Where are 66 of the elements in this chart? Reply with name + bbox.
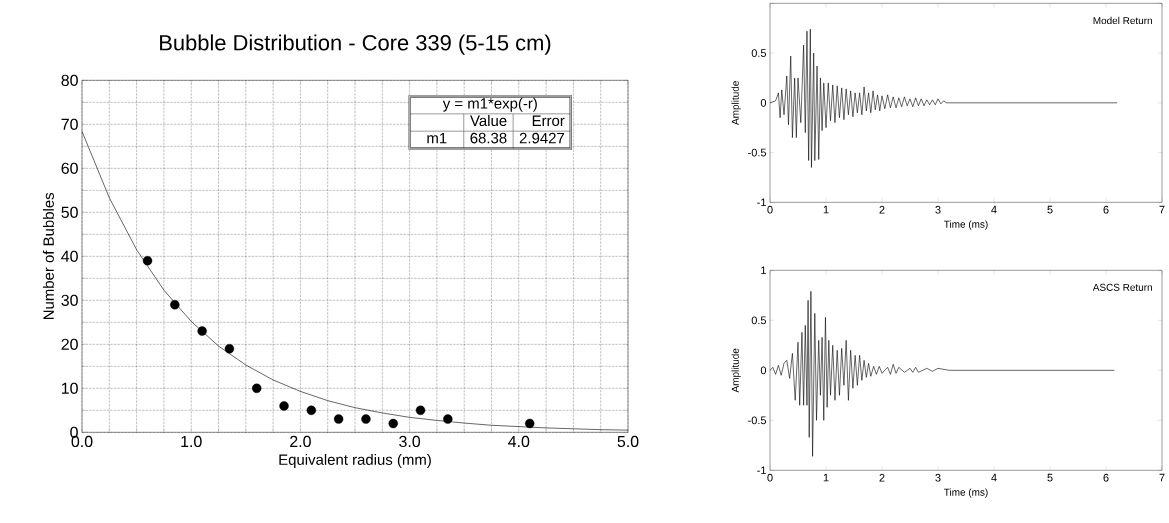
annotation: m1 (427, 132, 447, 144)
x-tick-label: 6 (1103, 205, 1109, 214)
chart-title: Bubble Distribution - Core 339 (5-15 cm) (160, 34, 551, 55)
x-tick-label: 0 (767, 473, 773, 482)
y-tick-label: 1 (761, 266, 766, 274)
y-tick-label: 30 (61, 294, 78, 306)
x-tick-label: 1 (823, 205, 829, 214)
annotation: Value (470, 114, 507, 126)
y-tick-label: 0.5 (751, 49, 767, 57)
x-tick-label: 5 (1047, 205, 1053, 214)
x-tick-label: 0 (767, 205, 773, 214)
point (224, 343, 235, 354)
x-tick-label: 4.0 (508, 435, 530, 447)
x-tick-label: 5 (1047, 473, 1053, 482)
y-tick-label: 40 (61, 250, 78, 262)
x-tick-label: 2 (879, 473, 885, 482)
y-axis-title: Number of Bubbles (42, 192, 54, 319)
x-tick-label: 4 (991, 205, 997, 214)
x-tick-label: 2 (879, 205, 885, 214)
point (252, 383, 262, 393)
y-tick-label: 70 (61, 118, 78, 130)
x-tick-label: 1 (823, 473, 829, 482)
point (333, 414, 344, 424)
x-tick-label: 1.0 (181, 435, 202, 447)
x-axis-title: Equivalent radius (mm) (279, 453, 431, 468)
annotation: y = m1*exp(-r) (442, 97, 537, 112)
y-tick-label: 50 (61, 206, 78, 218)
point (443, 414, 453, 424)
y-tick-label: -0.5 (748, 416, 767, 425)
y-axis-title: Amplitude (731, 80, 741, 125)
x-axis-title: Time (ms) (944, 488, 988, 498)
x-tick-label: 3 (935, 205, 941, 214)
point (197, 326, 207, 336)
annotation: Error (532, 115, 565, 126)
y-tick-label: 0.5 (751, 316, 767, 325)
y-tick-label: 80 (61, 74, 78, 86)
x-tick-label: 6 (1103, 473, 1109, 482)
annotation: Model Return (1093, 16, 1152, 24)
y-tick-label: 0 (760, 98, 767, 107)
point (525, 418, 535, 429)
y-tick-label: 0 (760, 366, 767, 375)
y-tick-label: -1 (757, 466, 766, 474)
point (415, 405, 426, 415)
annotation: ASCS Return (1092, 283, 1152, 291)
x-tick-label: 7 (1159, 473, 1165, 482)
y-tick-label: -1 (757, 198, 766, 206)
annotation: 2.9427 (519, 132, 565, 144)
point (388, 418, 398, 429)
point (170, 299, 180, 310)
x-tick-label: 3 (935, 473, 941, 482)
x-tick-label: 3.0 (399, 435, 421, 447)
point (279, 401, 289, 411)
annotation: 68.38 (470, 132, 507, 144)
x-tick-label: 4 (991, 473, 997, 482)
x-tick-label: 5.0 (617, 435, 639, 447)
y-tick-label: 60 (61, 162, 78, 174)
y-axis-title: Amplitude (731, 348, 741, 393)
x-axis-title: Time (ms) (944, 220, 988, 230)
y-tick-label: -0.5 (748, 148, 767, 157)
x-tick-label: 2.0 (290, 435, 311, 447)
point (306, 405, 317, 415)
x-tick-label: 7 (1159, 205, 1165, 214)
point (142, 255, 153, 266)
y-tick-label: 10 (61, 382, 78, 394)
y-tick-label: 20 (61, 338, 78, 350)
point (361, 414, 371, 424)
